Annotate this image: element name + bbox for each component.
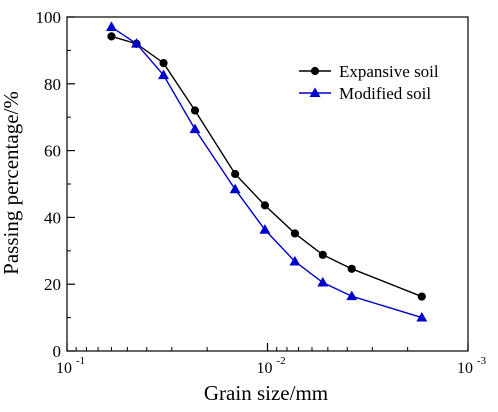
y-axis-label: Passing percentage/% (0, 91, 23, 275)
x-tick-label: 10 (257, 360, 273, 377)
data-point (159, 58, 168, 68)
series-2 (106, 21, 428, 322)
data-point (317, 276, 329, 287)
x-tick-label: 10 (457, 360, 473, 377)
x-axis-label: Grain size/mm (204, 381, 328, 405)
data-point (347, 264, 356, 273)
data-point (189, 123, 201, 134)
legend-marker (310, 66, 320, 76)
data-point (318, 250, 327, 259)
data-point (231, 169, 240, 179)
data-point (290, 229, 300, 238)
x-tick-exponent: -2 (277, 355, 286, 367)
y-axis-ticks: 0 20 40 60 80 100 (36, 8, 75, 361)
data-point (260, 201, 270, 210)
y-tick-label: 60 (44, 142, 61, 161)
data-point (417, 292, 426, 301)
legend-label: Expansive soil (339, 62, 439, 81)
y-tick-label: 0 (53, 342, 62, 361)
series-line (111, 26, 422, 319)
x-tick-exponent: -3 (477, 355, 487, 367)
data-point (346, 290, 358, 301)
data-point (289, 255, 301, 266)
y-tick-label: 100 (36, 8, 62, 27)
data-point (416, 311, 428, 322)
data-point (106, 21, 117, 31)
legend: Expansive soil Modified soil (299, 62, 439, 103)
data-point (107, 32, 116, 41)
x-tick-exponent: -1 (76, 355, 85, 367)
series-line (111, 35, 423, 298)
data-point (190, 106, 200, 115)
data-point (229, 183, 241, 194)
y-tick-label: 40 (44, 208, 61, 227)
data-point (259, 224, 271, 234)
legend-label: Modified soil (339, 84, 431, 103)
x-tick-label: 10 (56, 360, 72, 377)
legend-marker (309, 87, 321, 97)
x-axis-ticks: 10 -1 10 -2 10 -3 (56, 343, 487, 377)
y-tick-label: 80 (44, 75, 61, 94)
data-point (131, 38, 142, 48)
y-tick-label: 20 (44, 275, 61, 294)
data-point (158, 69, 169, 80)
series-layer (106, 21, 428, 322)
